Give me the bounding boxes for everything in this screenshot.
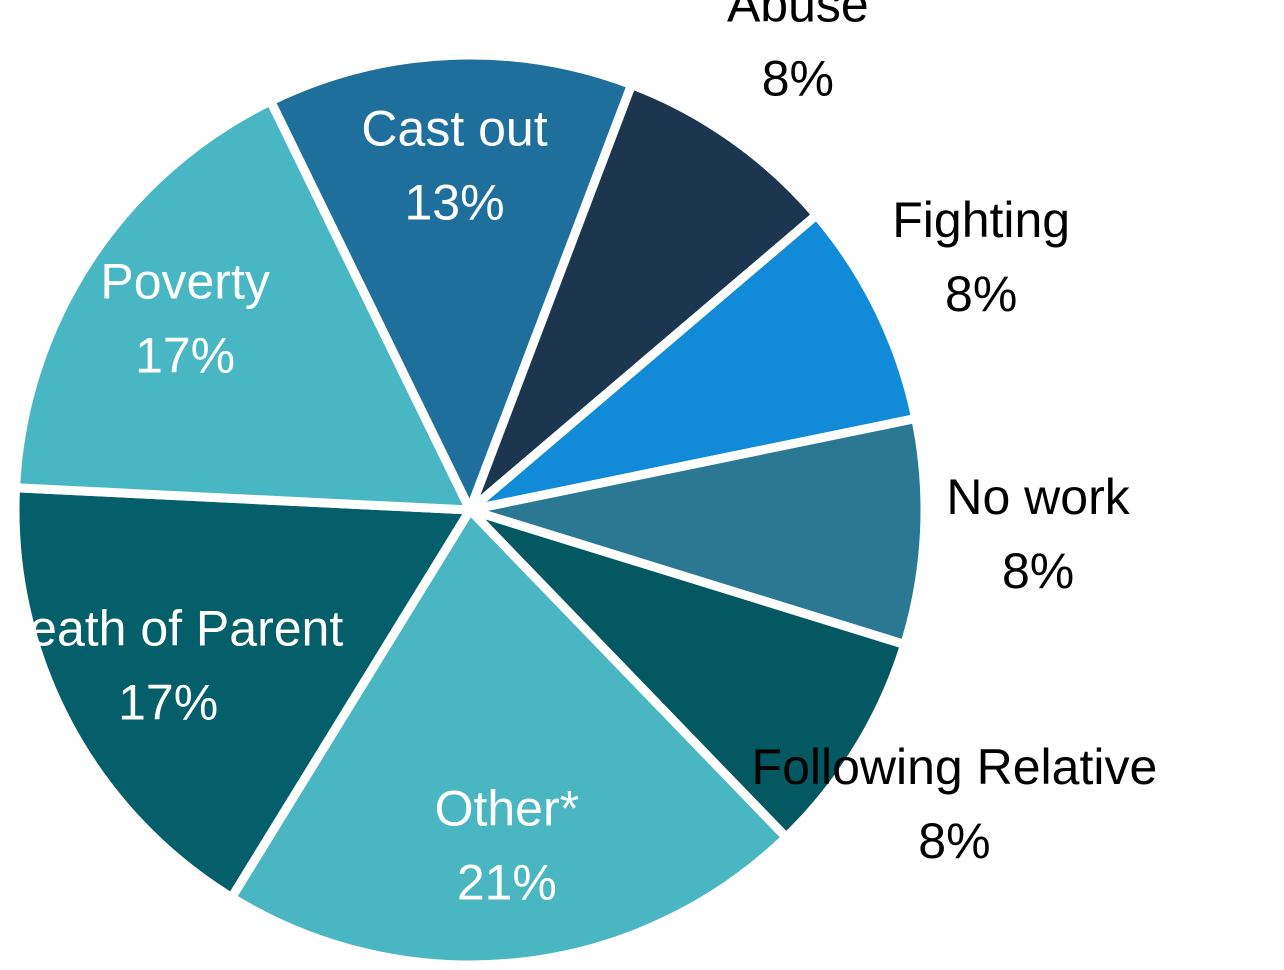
- pie-slice: [465, 80, 821, 515]
- slice-label: Death of Parent: [0, 600, 343, 656]
- slice-label: Following Relative: [752, 739, 1158, 795]
- slice-label: No work: [946, 469, 1130, 525]
- pie-slice: [10, 483, 475, 903]
- slice-label: Other*: [435, 780, 580, 836]
- slice-value-label: 17%: [118, 674, 218, 730]
- pie-slice: [465, 414, 930, 650]
- pie-slice: [465, 210, 921, 515]
- pie-slice: [227, 505, 791, 970]
- slice-value-label: 17%: [135, 327, 235, 383]
- slice-value-label: 13%: [404, 174, 504, 230]
- pie-slice: [11, 96, 475, 515]
- slice-value-label: 8%: [945, 266, 1017, 322]
- pie-slice: [266, 50, 637, 515]
- slice-label: Cast out: [361, 100, 547, 156]
- slice-value-label: 8%: [762, 50, 834, 106]
- slice-label: Abuse: [727, 0, 869, 32]
- slice-value-label: 21%: [457, 854, 557, 910]
- slice-label: Fighting: [892, 192, 1070, 248]
- slice-label: Poverty: [100, 253, 270, 309]
- slice-value-label: 8%: [918, 813, 990, 869]
- slice-value-label: 8%: [1002, 543, 1074, 599]
- pie-slice: [465, 505, 910, 842]
